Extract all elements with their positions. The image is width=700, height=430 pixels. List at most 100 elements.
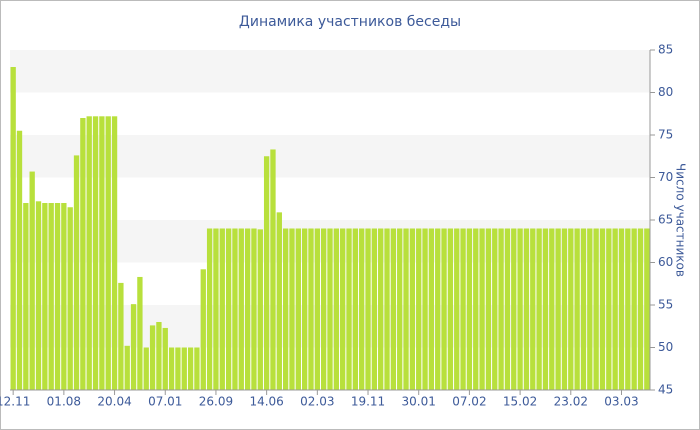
bar bbox=[631, 228, 637, 390]
bar bbox=[168, 347, 175, 390]
y-tick-label: 75 bbox=[658, 128, 673, 142]
bar bbox=[517, 228, 523, 390]
y-tick-label: 45 bbox=[658, 383, 673, 397]
x-tick-label: 30.01 bbox=[402, 395, 436, 409]
y-tick-label: 65 bbox=[658, 213, 673, 227]
bar bbox=[10, 67, 16, 390]
bar bbox=[206, 228, 213, 390]
x-tick-label: 19.11 bbox=[351, 395, 385, 409]
x-tick-label: 02.03 bbox=[300, 395, 334, 409]
bar bbox=[244, 228, 251, 390]
bar bbox=[257, 229, 263, 390]
bar bbox=[67, 207, 73, 390]
bar bbox=[42, 203, 48, 390]
y-tick-label: 85 bbox=[658, 43, 673, 57]
bar bbox=[105, 116, 111, 391]
bar bbox=[384, 228, 390, 390]
bar bbox=[599, 228, 606, 390]
bar bbox=[276, 212, 282, 390]
bar bbox=[352, 228, 359, 390]
bar bbox=[251, 228, 257, 390]
bar bbox=[371, 228, 378, 390]
bar bbox=[403, 228, 409, 390]
bar bbox=[612, 228, 618, 390]
bar bbox=[340, 228, 346, 390]
bar bbox=[397, 228, 403, 390]
bar bbox=[29, 171, 35, 390]
bar bbox=[606, 228, 612, 390]
bar bbox=[23, 203, 29, 390]
bar bbox=[118, 282, 124, 390]
bar bbox=[156, 322, 162, 390]
x-tick-label: 12.11 bbox=[0, 395, 30, 409]
bar bbox=[181, 347, 187, 390]
bar bbox=[130, 304, 137, 390]
bar bbox=[225, 228, 232, 390]
bar bbox=[200, 269, 206, 390]
bar bbox=[435, 228, 441, 390]
bar bbox=[536, 228, 542, 390]
bar bbox=[561, 228, 568, 390]
bar bbox=[73, 155, 80, 390]
bar bbox=[314, 228, 320, 390]
bar bbox=[422, 228, 428, 390]
y-tick-label: 70 bbox=[658, 170, 673, 184]
bar bbox=[86, 116, 92, 391]
x-tick-label: 07.02 bbox=[452, 395, 486, 409]
bar bbox=[111, 116, 118, 391]
bar bbox=[625, 228, 631, 390]
bar bbox=[542, 228, 549, 390]
x-tick-label: 15.02 bbox=[503, 395, 537, 409]
bar bbox=[263, 156, 270, 390]
bar bbox=[92, 116, 99, 391]
bar bbox=[359, 228, 365, 390]
bar bbox=[447, 228, 454, 390]
bar bbox=[523, 228, 530, 390]
bar bbox=[460, 228, 466, 390]
bar bbox=[327, 228, 333, 390]
bar bbox=[35, 201, 42, 390]
bar bbox=[593, 228, 599, 390]
bar bbox=[637, 228, 644, 390]
bar bbox=[365, 228, 371, 390]
bar bbox=[511, 228, 517, 390]
bar bbox=[466, 228, 473, 390]
bar bbox=[295, 228, 301, 390]
bar bbox=[321, 228, 327, 390]
x-tick-label: 01.08 bbox=[47, 395, 81, 409]
bar bbox=[498, 228, 504, 390]
bar bbox=[282, 228, 289, 390]
bar bbox=[143, 347, 149, 390]
bar bbox=[504, 228, 511, 390]
y-tick-label: 80 bbox=[658, 85, 673, 99]
bar bbox=[333, 228, 339, 390]
y-tick-label: 50 bbox=[658, 340, 673, 354]
bar bbox=[580, 228, 587, 390]
bar bbox=[492, 228, 498, 390]
bar bbox=[61, 203, 67, 390]
bar bbox=[301, 228, 308, 390]
x-tick-label: 20.04 bbox=[97, 395, 131, 409]
chart-title: Динамика участников беседы bbox=[239, 14, 461, 30]
bar bbox=[441, 228, 447, 390]
bar bbox=[574, 228, 580, 390]
bar bbox=[530, 228, 536, 390]
bar bbox=[485, 228, 492, 390]
bar bbox=[454, 228, 460, 390]
bar bbox=[644, 228, 650, 390]
bar bbox=[416, 228, 422, 390]
bar bbox=[124, 345, 130, 390]
bar bbox=[409, 228, 416, 390]
x-tick-label: 23.02 bbox=[554, 395, 588, 409]
bar bbox=[137, 276, 143, 390]
bar bbox=[378, 228, 384, 390]
bar bbox=[289, 228, 295, 390]
x-tick-label: 14.06 bbox=[249, 395, 283, 409]
bar bbox=[175, 347, 181, 390]
grid-band bbox=[10, 50, 650, 93]
bar bbox=[16, 130, 23, 390]
bar bbox=[187, 347, 194, 390]
bar bbox=[473, 228, 479, 390]
bar bbox=[549, 228, 555, 390]
